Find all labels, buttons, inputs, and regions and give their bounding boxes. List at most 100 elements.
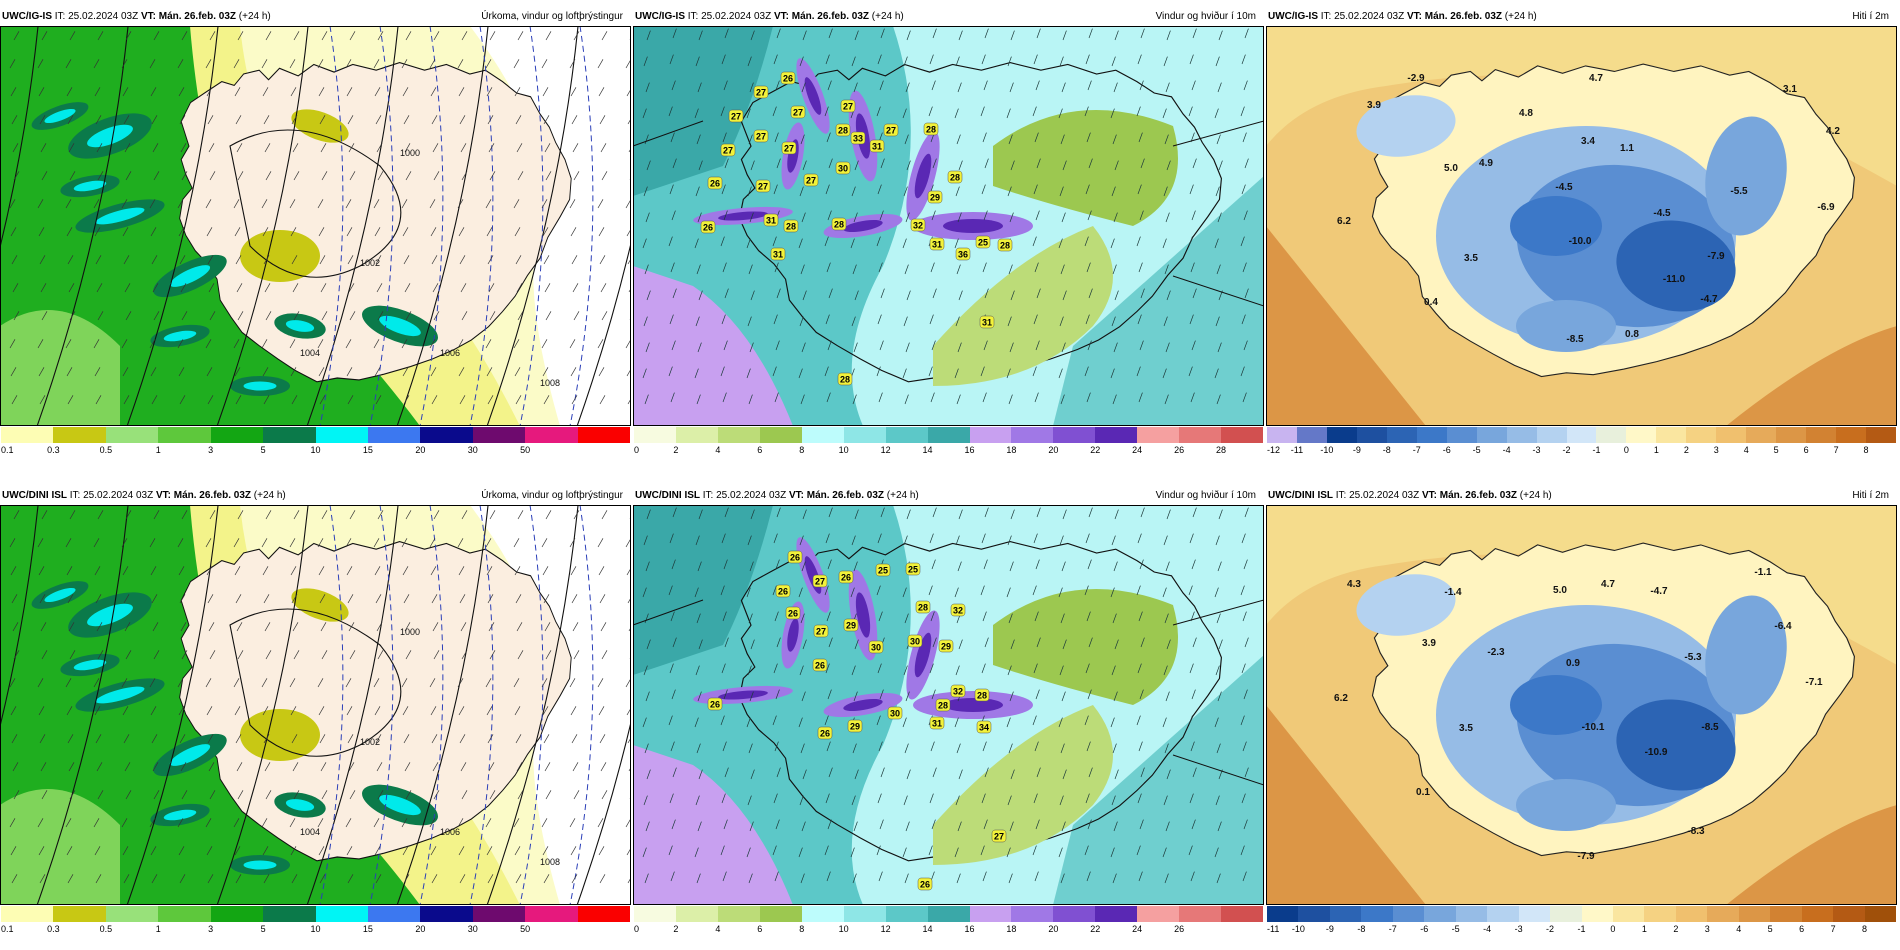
colorbar-swatch [1424,906,1456,922]
wind-barb [802,509,807,520]
gust-core [914,632,932,678]
wind-barb [125,171,132,181]
wind-barb [748,613,753,624]
wind-barb [461,31,468,41]
wind-barb [1034,132,1039,143]
wind-barb [206,846,213,856]
init-time-label: IT: [1320,11,1332,22]
wind-barb [152,762,159,772]
temperature-value-label: -7.9 [1577,851,1595,862]
wind-barb [236,143,243,153]
wind-barb [955,535,960,546]
wind-barb [401,818,408,828]
wind-barb [1110,847,1115,858]
wind-barb [1112,264,1117,275]
temperature-value-label: -1.4 [1444,587,1462,598]
run-info: UWC/DINI ISL IT: 25.02.2024 03Z VT: Mán.… [1268,487,1552,505]
wind-barb [600,622,607,632]
wind-barb [65,678,72,688]
wind-barb [669,663,674,674]
wind-barb [776,288,781,299]
colorbar-swatch [1536,427,1567,443]
gust-value-label: 28 [1000,241,1010,251]
isotherm [519,26,544,426]
wind-barb [668,845,673,856]
colorbar-tick-label: 10 [838,924,849,934]
wind-barb [1062,30,1067,41]
wind-barb [374,227,381,237]
isotherm [469,505,494,905]
colorbar-tick-label: 8 [1863,445,1869,455]
colorbar-swatch [1866,427,1897,443]
gust-value-label: 31 [872,142,882,152]
gust-value-label: 26 [815,661,825,671]
wind-barb [1060,134,1065,145]
gust-value-label: 26 [710,179,720,189]
colorbar-swatch [634,427,676,443]
wind-barb [902,847,907,858]
wind-barb [291,395,298,405]
gust-value-label: 31 [932,240,942,250]
wind-barb [262,846,269,856]
wind-barb [696,264,701,275]
wind-barb [1060,394,1065,405]
wind-barb [852,264,857,275]
wind-barb [1189,663,1194,674]
colorbar-tick-label: -5 [1472,445,1481,455]
wind-barb [982,132,987,143]
wind-barb [431,734,438,744]
wind-barb [1061,691,1066,702]
wind-barb [1166,509,1171,520]
wind-barb [94,566,101,576]
wind-barb [93,678,100,688]
colorbar-swatch [1095,427,1138,443]
gust-value-label: 28 [918,603,928,613]
colorbar-tick-label: 4 [715,445,721,455]
wind-barb [179,115,186,125]
wind-barb [645,561,650,572]
wind-barb [669,54,674,65]
wind-zone [1053,655,1264,905]
wind-barb [97,31,104,41]
wind-barb [9,199,16,209]
wind-barb [854,30,859,41]
gust-label-box [929,716,945,730]
wind-barb [696,394,701,405]
wind-barb [485,818,492,828]
temp-coldest-area [1616,699,1736,791]
wind-barb [1136,106,1141,117]
colorbar-tick-label: 24 [1132,924,1143,934]
wind-barb [1088,288,1093,299]
wind-barb [207,874,214,884]
wind-barb [1217,821,1222,832]
precip-light-area [0,789,120,905]
colorbar-tick-label: 20 [1048,445,1059,455]
panel-title: Úrkoma, vindur og loftþrýstingur [481,11,623,22]
colorbar-tick-label: 2 [1683,445,1689,455]
wind-barb [152,283,159,293]
wind-barb [930,262,935,273]
wind-barb [747,535,752,546]
isobar-label: 1002 [360,737,380,747]
wind-barb [1163,665,1168,676]
gust-label-box [883,123,899,137]
wind-barb [178,846,185,856]
wind-barb [1088,507,1093,518]
wind-barb [373,538,380,548]
wind-barb [12,762,19,772]
wind-barb [698,30,703,41]
wind-barb [597,678,604,688]
wind-barb [177,199,184,209]
isobar-label: 1006 [440,827,460,837]
temperature-value-label: -5.5 [1730,186,1748,197]
colorbar-tick-label: 10 [310,445,321,455]
wind-barb [775,819,780,830]
wind-barb [981,793,986,804]
wind-barb [11,874,18,884]
wind-barb [1009,82,1014,93]
wind-barb [151,115,158,125]
colorbar-swatch [1656,427,1687,443]
wind-barb [853,691,858,702]
colorbar-swatch [969,906,1012,922]
